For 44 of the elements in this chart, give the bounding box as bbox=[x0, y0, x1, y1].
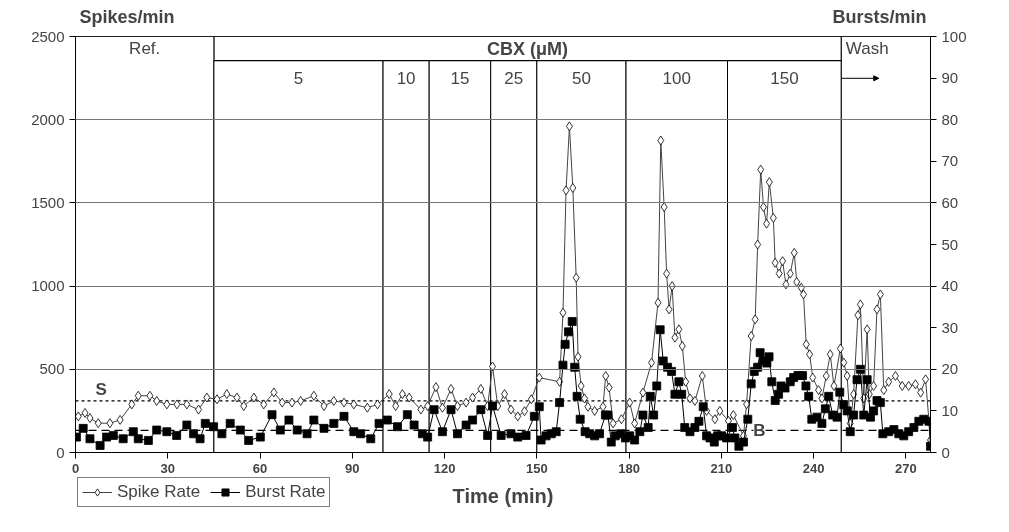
x-tick-label: 120 bbox=[433, 460, 456, 476]
y-tick-label: 0 bbox=[56, 443, 65, 461]
band-label: Wash bbox=[845, 39, 889, 59]
x-axis-title: Time (min) bbox=[452, 484, 554, 507]
y2-tick-label: 50 bbox=[941, 235, 959, 253]
x-tick-label: 0 bbox=[71, 460, 80, 476]
y-tick-label: 2000 bbox=[31, 110, 65, 128]
x-tick-label: 270 bbox=[895, 460, 917, 476]
x-tick-label: 210 bbox=[710, 460, 733, 476]
band-label: CBX (μM) bbox=[487, 38, 569, 59]
band-label: 100 bbox=[662, 69, 691, 89]
legend-label: Burst Rate bbox=[245, 482, 326, 502]
legend-label: Spike Rate bbox=[117, 482, 201, 502]
y2-axis-title: Bursts/min bbox=[832, 7, 927, 27]
band-label: 5 bbox=[293, 69, 304, 89]
y2-tick-label: 60 bbox=[941, 193, 959, 211]
y2-tick-label: 30 bbox=[941, 318, 959, 336]
ref-line-label: B bbox=[753, 420, 766, 440]
y2-tick-label: 70 bbox=[941, 152, 959, 170]
x-tick-label: 240 bbox=[802, 460, 825, 476]
x-tick-label: 60 bbox=[252, 460, 268, 476]
y2-tick-label: 90 bbox=[941, 69, 959, 87]
y2-tick-label: 20 bbox=[941, 360, 959, 378]
y-tick-label: 1000 bbox=[31, 277, 65, 295]
y2-tick-label: 100 bbox=[941, 27, 967, 45]
band-label: 10 bbox=[396, 69, 416, 89]
band-label: Ref. bbox=[129, 39, 161, 59]
y2-tick-label: 40 bbox=[941, 277, 959, 295]
band-label: 50 bbox=[571, 69, 591, 89]
y-tick-label: 1500 bbox=[31, 193, 65, 211]
y2-tick-label: 0 bbox=[941, 443, 950, 461]
y-tick-label: 2500 bbox=[31, 27, 65, 45]
band-label: 25 bbox=[504, 69, 524, 89]
x-tick-label: 30 bbox=[160, 460, 175, 476]
y2-tick-label: 80 bbox=[941, 110, 959, 128]
x-tick-label: 90 bbox=[345, 460, 360, 476]
ref-line-label: S bbox=[95, 379, 107, 399]
y2-tick-label: 10 bbox=[941, 401, 959, 419]
y-axis-title: Spikes/min bbox=[79, 7, 175, 27]
band-label: 150 bbox=[770, 69, 799, 89]
x-tick-label: 150 bbox=[525, 460, 548, 476]
x-tick-label: 180 bbox=[618, 460, 640, 476]
y-tick-label: 500 bbox=[39, 360, 65, 378]
band-label: 15 bbox=[450, 69, 470, 89]
